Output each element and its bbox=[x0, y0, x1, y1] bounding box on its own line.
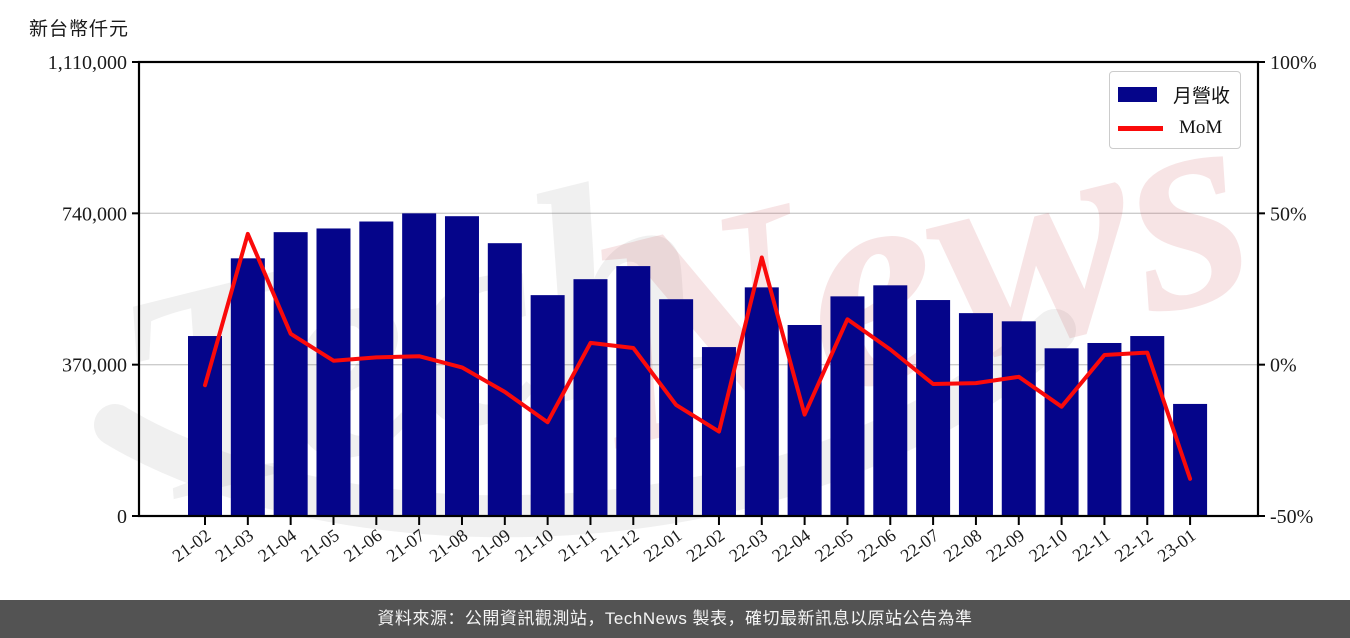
bar-21-07 bbox=[402, 213, 437, 517]
bar-22-04 bbox=[787, 324, 822, 516]
left-axis: 0 370,000 740,000 1,110,000 bbox=[48, 52, 139, 528]
bar-22-11 bbox=[1087, 342, 1122, 516]
left-tick-label-3: 1,110,000 bbox=[48, 52, 127, 74]
bar-21-02 bbox=[188, 336, 222, 516]
legend-label-revenue: 月營收 bbox=[1172, 86, 1230, 107]
x-tick-label-22-09: 22-09 bbox=[982, 525, 1028, 566]
bar-22-10 bbox=[1044, 348, 1079, 516]
x-tick-label-22-03: 22-03 bbox=[725, 525, 771, 566]
footer-source-note: 資料來源：公開資訊觀測站，TechNews 製表，確切最新訊息以原站公告為準 bbox=[0, 600, 1350, 638]
x-tick-label-22-12: 22-12 bbox=[1111, 525, 1157, 566]
axes-box bbox=[137, 60, 1260, 518]
right-tick-label-0: -50% bbox=[1270, 506, 1313, 528]
x-tick-label-21-06: 21-06 bbox=[340, 525, 386, 566]
x-tick-label-22-01: 22-01 bbox=[640, 525, 686, 566]
x-tick-label-22-07: 22-07 bbox=[897, 525, 943, 566]
bar-21-04 bbox=[273, 232, 308, 516]
revenue-bars bbox=[188, 213, 1208, 517]
bar-22-05 bbox=[830, 296, 865, 516]
legend: 月營收 MoM bbox=[1109, 71, 1241, 149]
bar-21-05 bbox=[316, 228, 351, 516]
x-tick-label-22-04: 22-04 bbox=[768, 525, 814, 566]
bar-22-08 bbox=[958, 313, 993, 516]
right-tick-label-2: 50% bbox=[1270, 203, 1307, 225]
legend-item-mom: MoM bbox=[1118, 117, 1230, 139]
bar-22-09 bbox=[1001, 321, 1036, 516]
x-tick-label-23-01: 23-01 bbox=[1154, 525, 1200, 566]
left-axis-unit-label: 新台幣仟元 bbox=[29, 19, 130, 40]
legend-label-mom: MoM bbox=[1179, 117, 1223, 138]
mom-line bbox=[203, 231, 1193, 481]
right-axis: -50% 0% 50% 100% bbox=[1258, 52, 1317, 528]
bar-22-03 bbox=[744, 287, 779, 516]
x-tick-label-22-05: 22-05 bbox=[811, 525, 857, 566]
bar-22-01 bbox=[659, 299, 694, 516]
bar-23-01 bbox=[1173, 403, 1208, 516]
left-tick-label-1: 370,000 bbox=[62, 355, 127, 377]
left-tick-label-2: 740,000 bbox=[62, 203, 127, 225]
right-tick-label-1: 0% bbox=[1270, 355, 1297, 377]
x-tick-label-22-10: 22-10 bbox=[1025, 525, 1071, 566]
bar-21-10 bbox=[530, 295, 565, 516]
bar-22-12 bbox=[1130, 336, 1165, 516]
bar-21-09 bbox=[487, 243, 522, 517]
bar-22-07 bbox=[916, 300, 951, 516]
bar-21-03 bbox=[230, 258, 265, 516]
x-tick-label-22-02: 22-02 bbox=[683, 525, 729, 566]
x-tick-label-22-08: 22-08 bbox=[940, 525, 986, 566]
x-tick-label-22-06: 22-06 bbox=[854, 525, 900, 566]
bar-21-11 bbox=[573, 279, 608, 516]
bar-21-12 bbox=[616, 266, 651, 516]
bar-22-06 bbox=[873, 285, 908, 516]
mom-line-swatch bbox=[1118, 125, 1163, 131]
left-tick-label-0: 0 bbox=[117, 506, 127, 528]
bar-21-06 bbox=[359, 221, 394, 516]
revenue-bar-swatch bbox=[1118, 87, 1157, 102]
legend-item-revenue: 月營收 bbox=[1118, 81, 1230, 108]
x-tick-label-22-11: 22-11 bbox=[1069, 525, 1114, 565]
right-tick-label-3: 100% bbox=[1270, 52, 1317, 74]
